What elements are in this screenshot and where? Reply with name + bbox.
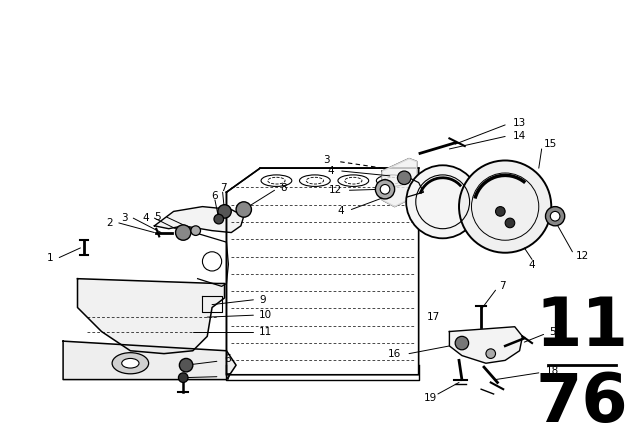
Text: 6: 6 [225, 354, 231, 364]
Circle shape [236, 202, 252, 217]
Circle shape [202, 252, 221, 271]
Circle shape [406, 165, 479, 238]
Text: 11: 11 [536, 294, 628, 360]
Polygon shape [154, 207, 244, 233]
Text: 3: 3 [324, 155, 330, 164]
Text: 6: 6 [212, 191, 218, 201]
Ellipse shape [112, 353, 148, 374]
Circle shape [505, 218, 515, 228]
Text: 4: 4 [142, 213, 148, 223]
Circle shape [179, 373, 188, 383]
Circle shape [376, 180, 395, 199]
Circle shape [550, 211, 560, 221]
Circle shape [397, 171, 411, 185]
Text: 17: 17 [426, 312, 440, 322]
Circle shape [179, 358, 193, 372]
Text: 19: 19 [424, 393, 437, 403]
Polygon shape [449, 327, 522, 363]
Circle shape [459, 160, 551, 253]
Text: 18: 18 [545, 366, 559, 376]
Ellipse shape [122, 358, 139, 368]
Circle shape [486, 349, 495, 358]
Text: 1: 1 [47, 253, 54, 263]
Text: 13: 13 [513, 118, 526, 128]
Text: 76: 76 [536, 370, 628, 436]
Text: 4: 4 [328, 166, 334, 176]
Circle shape [214, 214, 223, 224]
Text: 16: 16 [388, 349, 401, 359]
Text: 12: 12 [328, 185, 342, 195]
Text: 4: 4 [337, 207, 344, 216]
Text: 7: 7 [499, 281, 506, 291]
Text: 14: 14 [513, 131, 526, 142]
Text: 3: 3 [121, 213, 127, 223]
Circle shape [455, 336, 468, 350]
Polygon shape [77, 279, 225, 353]
Text: 7: 7 [220, 183, 227, 194]
Circle shape [191, 226, 200, 236]
Circle shape [495, 207, 505, 216]
Text: 9: 9 [259, 295, 266, 305]
Text: 15: 15 [543, 139, 557, 149]
Text: 5: 5 [154, 212, 161, 222]
Text: 10: 10 [259, 310, 272, 320]
Text: 12: 12 [576, 250, 589, 261]
Text: 8: 8 [280, 183, 287, 194]
Circle shape [380, 185, 390, 194]
Polygon shape [382, 159, 417, 207]
Circle shape [545, 207, 564, 226]
Text: 4: 4 [529, 260, 536, 270]
Text: 5: 5 [549, 327, 556, 337]
Text: 2: 2 [106, 218, 113, 228]
Text: 11: 11 [259, 327, 273, 336]
Circle shape [175, 225, 191, 240]
Text: 7: 7 [225, 373, 231, 383]
Polygon shape [63, 341, 236, 379]
Circle shape [218, 205, 231, 218]
